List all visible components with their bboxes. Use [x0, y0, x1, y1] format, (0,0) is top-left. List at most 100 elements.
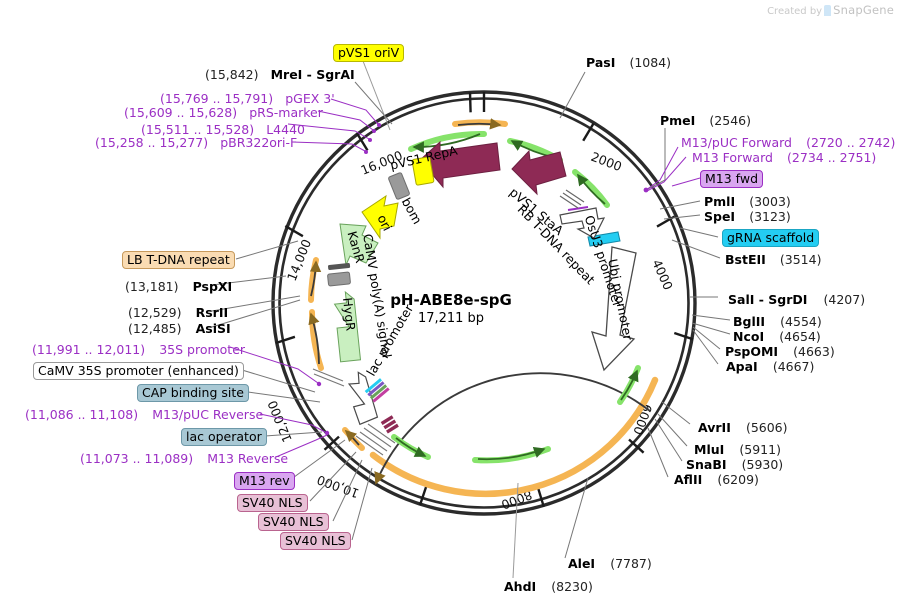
enzyme-position: (8230) [551, 579, 593, 594]
enzyme-position: (4207) [823, 292, 866, 307]
primer-l4440[interactable]: (15,511 .. 15,528) L4440 [141, 121, 305, 137]
svg-text:12,000: 12,000 [264, 398, 294, 444]
primer-range: (15,609 .. 15,628) [124, 105, 238, 120]
enzyme-position: (15,842) [205, 67, 259, 82]
primer-35s-promoter[interactable]: (11,991 .. 12,011) 35S promoter [32, 341, 245, 357]
snapgene-watermark: Created by SnapGene [767, 3, 894, 17]
enzyme-name: AleI [568, 556, 596, 571]
primer-name: 35S promoter [159, 342, 246, 357]
enzyme-position: (12,485) [128, 321, 182, 336]
enzyme-aflii[interactable]: AflII (6209) [674, 471, 759, 487]
primer-m13-reverse[interactable]: (11,073 .. 11,089) M13 Reverse [80, 450, 288, 466]
enzyme-position: (6209) [717, 472, 759, 487]
enzyme-asisi[interactable]: (12,485) AsiSI [128, 320, 231, 336]
primer-m13-puc-forward[interactable]: M13/pUC Forward (2720 .. 2742) [681, 134, 895, 150]
primer-name: M13/pUC Forward [681, 135, 792, 150]
enzyme-position: (4663) [793, 344, 835, 359]
enzyme-position: (4654) [779, 329, 821, 344]
enzyme-snabi[interactable]: SnaBI (5930) [686, 456, 783, 472]
primer-range: (2720 .. 2742) [806, 135, 896, 150]
enzyme-avrii[interactable]: AvrII (5606) [698, 419, 788, 435]
plasmid-size: 17,211 bp [417, 311, 485, 326]
inner-feature-hygr: HygR [340, 296, 359, 332]
enzyme-position: (5930) [741, 457, 784, 472]
enzyme-name: SnaBI [686, 457, 727, 472]
snapgene-logo-icon [824, 5, 832, 16]
enzyme-name: RsrII [195, 305, 229, 320]
feature-chip-sv40-nls-3[interactable]: SV40 NLS [280, 532, 351, 551]
watermark-prefix: Created by [767, 6, 823, 17]
feature-chip-sv40-nls-1[interactable]: SV40 NLS [237, 494, 308, 513]
primer-pgex3[interactable]: (15,769 .. 15,791) pGEX 3' [160, 90, 335, 106]
enzyme-name: AhdI [504, 579, 537, 594]
enzyme-position: (7787) [610, 556, 652, 571]
feature-blocks [312, 140, 637, 456]
feature-chip-lb-tdna-repeat[interactable]: LB T-DNA repeat [122, 251, 235, 270]
enzyme-sali-sgrdi[interactable]: SalI - SgrDI (4207) [728, 291, 865, 307]
enzyme-bglii[interactable]: BglII (4554) [733, 313, 822, 329]
plasmid-name: pH-ABE8e-spG [390, 291, 512, 309]
enzyme-name: AflII [674, 472, 703, 487]
primer-range: (2734 .. 2751) [787, 150, 877, 165]
primer-pbr322ori-f[interactable]: (15,258 .. 15,277) pBR322ori-F [95, 134, 297, 150]
enzyme-position: (2546) [709, 113, 751, 128]
enzyme-position: (13,181) [125, 279, 179, 294]
enzyme-name: PmeI [660, 113, 696, 128]
enzyme-name: PspOMI [725, 344, 779, 359]
enzyme-position: (3003) [749, 194, 791, 209]
leader-lines [211, 60, 731, 579]
feature-chip-lac-operator[interactable]: lac operator [181, 428, 267, 447]
enzyme-name: BglII [733, 314, 766, 329]
primer-name: M13 Reverse [207, 451, 289, 466]
enzyme-pmli[interactable]: PmlI (3003) [704, 193, 791, 209]
feature-chip-sv40-nls-2[interactable]: SV40 NLS [258, 513, 329, 532]
enzyme-name: AvrII [698, 420, 731, 435]
primer-name: pRS-marker [249, 105, 323, 120]
enzyme-apai[interactable]: ApaI (4667) [726, 358, 814, 374]
enzyme-name: PmlI [704, 194, 736, 209]
primer-name: pGEX 3' [285, 91, 335, 106]
enzyme-ahdi[interactable]: AhdI (8230) [504, 578, 593, 594]
primer-name: M13 Forward [692, 150, 773, 165]
enzyme-name: BstEII [725, 252, 766, 267]
primer-range: (11,991 .. 12,011) [32, 342, 146, 357]
enzyme-name: AsiSI [195, 321, 231, 336]
feature-chip-m13-rev[interactable]: M13 rev [234, 472, 295, 491]
watermark-brand: SnapGene [833, 3, 894, 17]
enzyme-pspxi[interactable]: (13,181) PspXI [125, 278, 232, 294]
enzyme-pspomi[interactable]: PspOMI (4663) [725, 343, 835, 359]
feature-chip-cap-binding-site[interactable]: CAP binding site [137, 384, 249, 403]
enzyme-rsrii[interactable]: (12,529) RsrII [128, 304, 228, 320]
feature-arcs [308, 118, 659, 497]
enzyme-name: MreI - SgrAI [270, 67, 355, 82]
primer-prs-marker[interactable]: (15,609 .. 15,628) pRS-marker [124, 104, 323, 120]
enzyme-pasi[interactable]: PasI (1084) [586, 54, 671, 70]
enzyme-alei[interactable]: AleI (7787) [568, 555, 652, 571]
primer-m13-puc-reverse[interactable]: (11,086 .. 11,108) M13/pUC Reverse [25, 406, 263, 422]
primer-m13-forward[interactable]: M13 Forward (2734 .. 2751) [692, 149, 876, 165]
enzyme-pmei[interactable]: PmeI (2546) [660, 112, 751, 128]
feature-chip-grna-scaffold[interactable]: gRNA scaffold [722, 229, 820, 248]
feature-chip-m13-fwd[interactable]: M13 fwd [700, 170, 764, 189]
enzyme-position: (1084) [629, 55, 672, 70]
enzyme-name: PasI [586, 55, 616, 70]
enzyme-position: (12,529) [128, 305, 182, 320]
primer-range: (11,086 .. 11,108) [25, 407, 139, 422]
enzyme-bstei[interactable]: BstEII (3514) [725, 251, 821, 267]
feature-chip-camv-35s-promoter-enhanced[interactable]: CaMV 35S promoter (enhanced) [33, 362, 244, 381]
enzyme-position: (5911) [739, 442, 781, 457]
ruler-ticks [275, 92, 694, 508]
primer-range: (11,073 .. 11,089) [80, 451, 194, 466]
enzyme-name: PspXI [192, 279, 233, 294]
primer-range: (15,511 .. 15,528) [141, 122, 255, 137]
svg-text:2000: 2000 [589, 149, 624, 174]
enzyme-position: (4667) [772, 359, 815, 374]
enzyme-mlui[interactable]: MluI (5911) [694, 441, 781, 457]
feature-chip-pvs1-oriv[interactable]: pVS1 oriV [333, 44, 405, 63]
enzyme-mrei-sgrai[interactable]: (15,842) MreI - SgrAI [205, 66, 355, 82]
enzyme-position: (3514) [779, 252, 822, 267]
enzyme-name: NcoI [733, 329, 765, 344]
enzyme-ncoi[interactable]: NcoI (4654) [733, 328, 821, 344]
enzyme-spei[interactable]: SpeI (3123) [704, 208, 791, 224]
